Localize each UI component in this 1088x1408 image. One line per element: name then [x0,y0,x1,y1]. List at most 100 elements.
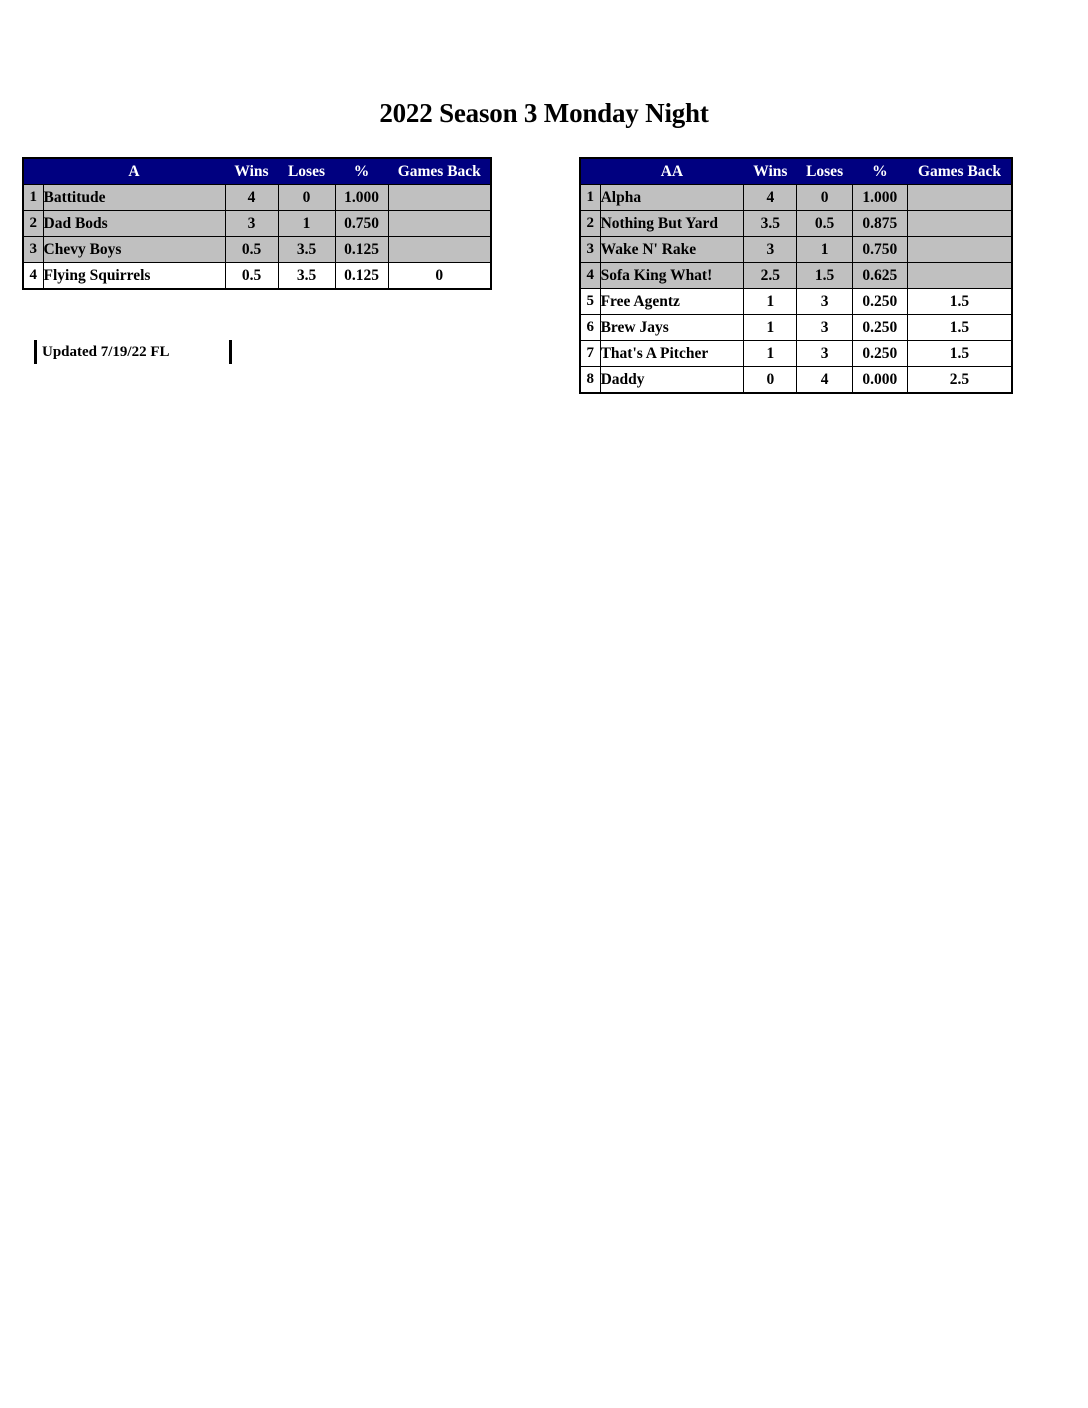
updated-note: Updated 7/19/22 FL [34,340,232,364]
column-header-wins: Wins [743,157,798,185]
cell-games-back: 1.5 [906,314,1013,341]
table-row: 7 That's A Pitcher 1 3 0.250 1.5 [579,340,1013,367]
cell-pct: 0.125 [334,236,389,263]
cell-pct: 0.250 [851,314,908,341]
cell-rank: 3 [22,236,44,263]
cell-team-name: Brew Jays [599,314,745,341]
cell-rank: 1 [579,184,601,211]
standings-table-division-a: A Wins Loses % Games Back 1 Battitude 4 0 1.… [22,157,492,290]
cell-games-back [906,210,1013,237]
cell-rank: 8 [579,366,601,394]
cell-games-back: 1.5 [906,288,1013,315]
cell-rank: 7 [579,340,601,367]
updated-note-text: Updated 7/19/22 FL [42,344,170,360]
cell-wins: 3 [224,210,279,237]
cell-team-name: Free Agentz [599,288,745,315]
cell-loses: 1.5 [796,262,853,289]
cell-pct: 0.250 [851,288,908,315]
cell-team-name: Daddy [599,366,745,394]
column-header-division: A [42,157,226,185]
cell-games-back: 1.5 [906,340,1013,367]
cell-games-back [387,184,492,211]
cell-loses: 3 [796,340,853,367]
column-header-pct: % [334,157,389,185]
table-row: 8 Daddy 0 4 0.000 2.5 [579,366,1013,394]
standings-table-division-aa: AA Wins Loses % Games Back 1 Alpha 4 0 1.000… [579,157,1013,394]
cell-loses: 0.5 [796,210,853,237]
cell-wins: 2.5 [743,262,798,289]
table-row: 2 Dad Bods 3 1 0.750 [22,210,492,237]
cell-rank: 2 [579,210,601,237]
table-row: 4 Flying Squirrels 0.5 3.5 0.125 0 [22,262,492,290]
table-header-division-aa: AA Wins Loses % Games Back [579,157,1013,185]
cell-wins: 0 [743,366,798,394]
cell-wins: 0.5 [224,236,279,263]
cell-team-name: Flying Squirrels [42,262,226,290]
cell-team-name: That's A Pitcher [599,340,745,367]
cell-wins: 4 [743,184,798,211]
cell-pct: 0.625 [851,262,908,289]
cell-rank: 6 [579,314,601,341]
cell-rank: 3 [579,236,601,263]
cell-loses: 3.5 [277,262,336,290]
column-header-index [579,157,601,185]
cell-pct: 0.875 [851,210,908,237]
cell-pct: 0.125 [334,262,389,290]
cell-wins: 1 [743,340,798,367]
cell-team-name: Wake N' Rake [599,236,745,263]
cell-wins: 3 [743,236,798,263]
cell-rank: 4 [22,262,44,290]
cell-team-name: Dad Bods [42,210,226,237]
cell-loses: 4 [796,366,853,394]
table-row: 1 Alpha 4 0 1.000 [579,184,1013,211]
cell-loses: 3 [796,314,853,341]
cell-loses: 0 [277,184,336,211]
cell-loses: 1 [277,210,336,237]
cell-wins: 1 [743,314,798,341]
column-header-games-back: Games Back [387,157,492,185]
table-header-division-a: A Wins Loses % Games Back [22,157,492,185]
cell-team-name: Chevy Boys [42,236,226,263]
cell-games-back [906,262,1013,289]
table-body-division-aa: 1 Alpha 4 0 1.000 2 Nothing But Yard 3.5 0.5 0.87… [579,184,1013,394]
cell-games-back: 2.5 [906,366,1013,394]
table-row: 3 Wake N' Rake 3 1 0.750 [579,236,1013,263]
column-header-index [22,157,44,185]
cell-games-back [387,210,492,237]
table-row: 5 Free Agentz 1 3 0.250 1.5 [579,288,1013,315]
cell-loses: 3 [796,288,853,315]
header-row: A Wins Loses % Games Back [22,157,492,185]
cell-games-back [906,184,1013,211]
cell-pct: 1.000 [851,184,908,211]
table-body-division-a: 1 Battitude 4 0 1.000 2 Dad Bods 3 1 0.750 3 Chevy … [22,184,492,290]
table-row: 3 Chevy Boys 0.5 3.5 0.125 [22,236,492,263]
cell-rank: 4 [579,262,601,289]
cell-rank: 1 [22,184,44,211]
cell-loses: 0 [796,184,853,211]
cell-pct: 0.000 [851,366,908,394]
cell-team-name: Nothing But Yard [599,210,745,237]
cell-pct: 1.000 [334,184,389,211]
column-header-pct: % [851,157,908,185]
cell-loses: 3.5 [277,236,336,263]
cell-pct: 0.750 [851,236,908,263]
column-header-loses: Loses [277,157,336,185]
table-row: 6 Brew Jays 1 3 0.250 1.5 [579,314,1013,341]
table-row: 4 Sofa King What! 2.5 1.5 0.625 [579,262,1013,289]
column-header-wins: Wins [224,157,279,185]
cell-team-name: Alpha [599,184,745,211]
cell-pct: 0.250 [851,340,908,367]
column-header-loses: Loses [796,157,853,185]
cell-wins: 1 [743,288,798,315]
cell-wins: 0.5 [224,262,279,290]
cell-loses: 1 [796,236,853,263]
cell-rank: 2 [22,210,44,237]
cell-rank: 5 [579,288,601,315]
cell-games-back [906,236,1013,263]
cell-wins: 4 [224,184,279,211]
cell-wins: 3.5 [743,210,798,237]
page-title: 2022 Season 3 Monday Night [379,98,709,128]
table-row: 1 Battitude 4 0 1.000 [22,184,492,211]
cell-team-name: Sofa King What! [599,262,745,289]
column-header-division: AA [599,157,745,185]
